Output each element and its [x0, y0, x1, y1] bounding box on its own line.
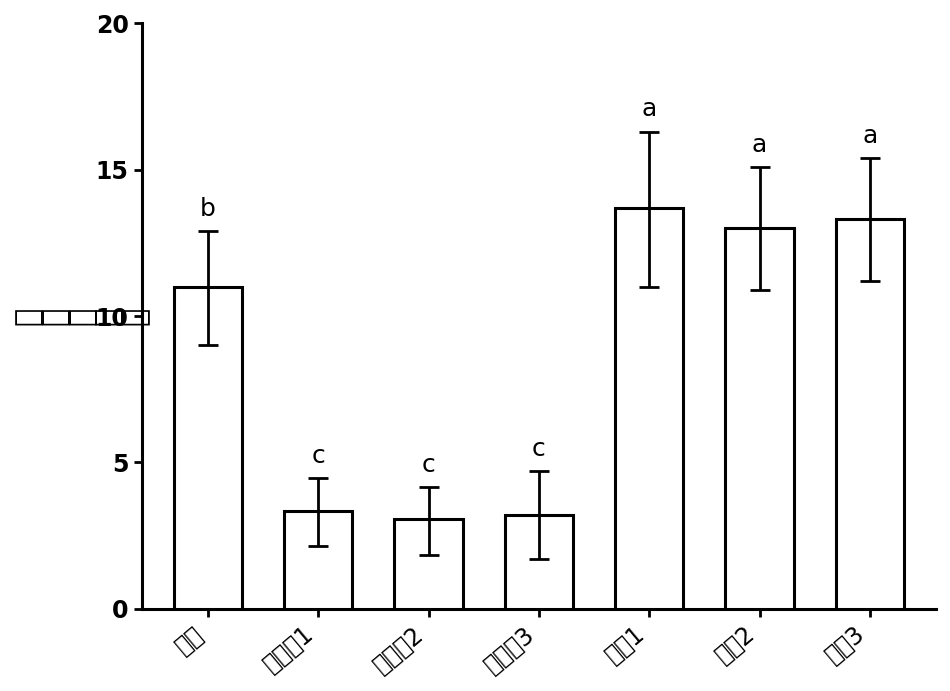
Bar [174, 287, 242, 609]
Bar [615, 208, 683, 609]
Text: a: a [752, 133, 768, 157]
Bar [836, 220, 904, 609]
Text: c: c [312, 444, 325, 468]
Bar [394, 520, 463, 609]
Text: c: c [422, 453, 435, 477]
Bar [504, 515, 573, 609]
Bar [284, 511, 352, 609]
Y-axis label: 水
稻
分
虐
数: 水 稻 分 虐 数 [14, 307, 150, 325]
Text: a: a [641, 97, 656, 122]
Text: c: c [532, 437, 546, 461]
Text: b: b [200, 197, 216, 221]
Bar [726, 228, 794, 609]
Text: a: a [863, 124, 878, 148]
